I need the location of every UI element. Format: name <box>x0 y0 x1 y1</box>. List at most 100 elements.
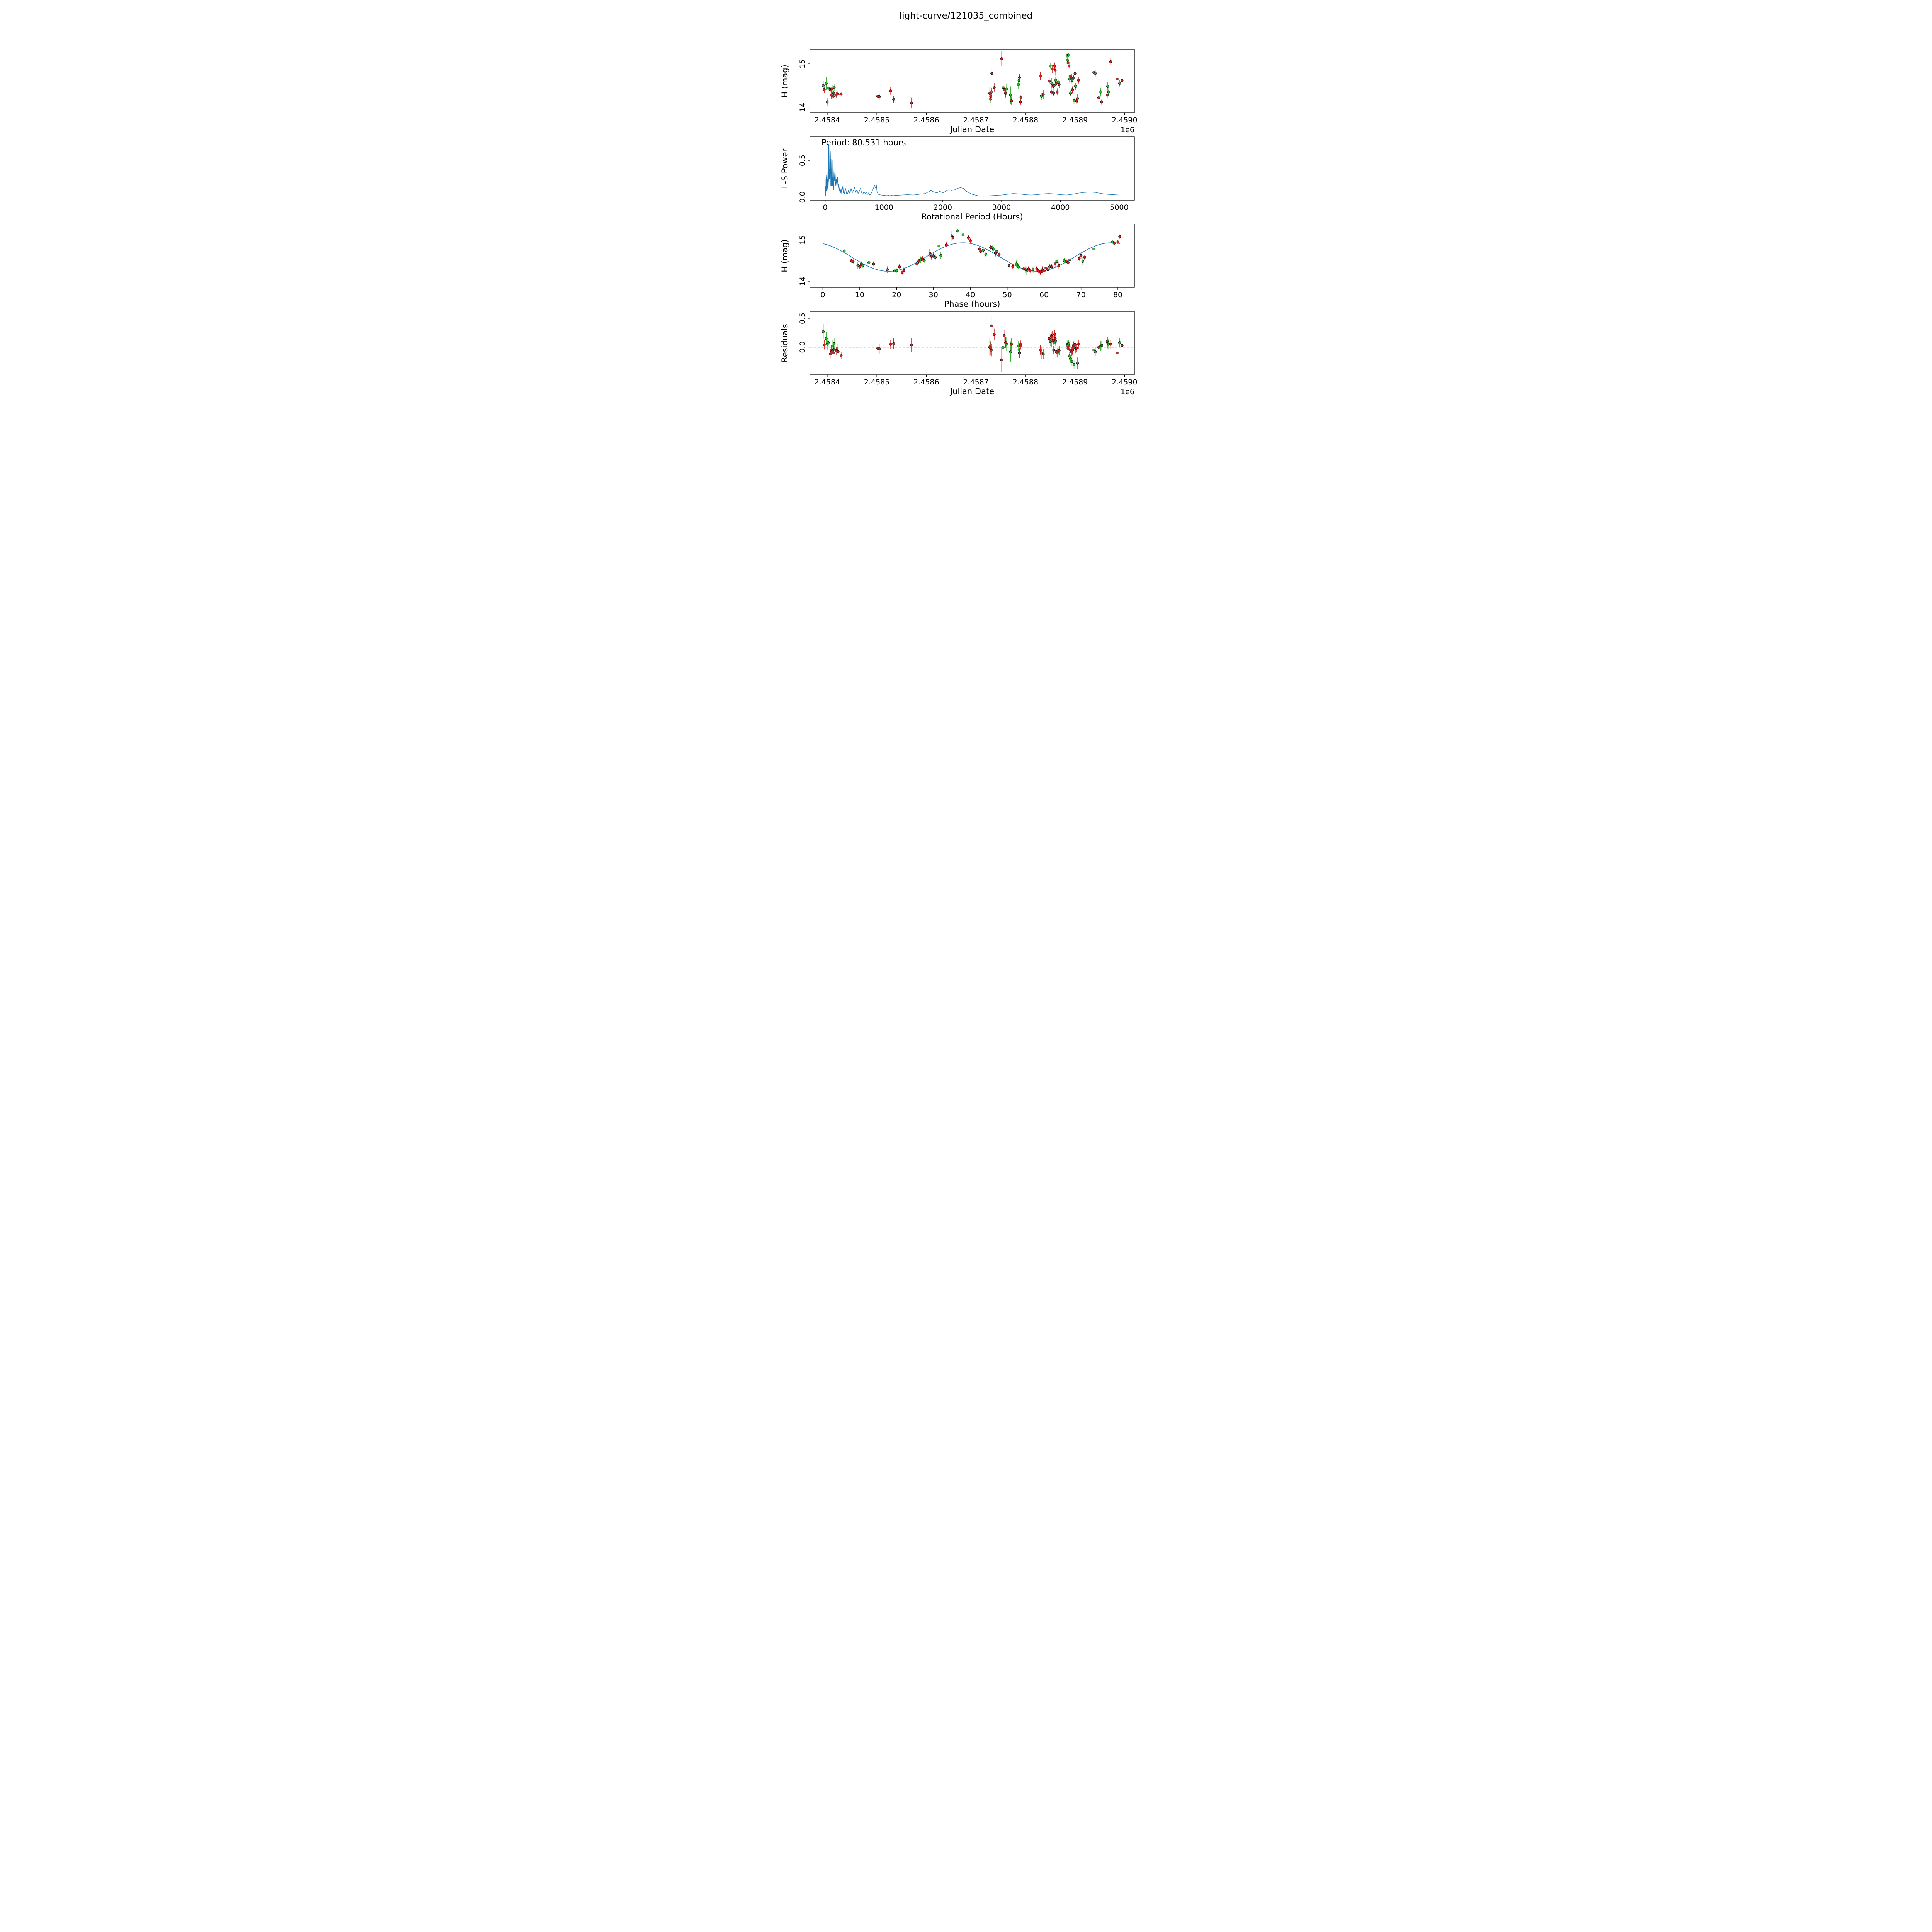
green-band-point <box>1069 357 1072 360</box>
red-band-point <box>1097 96 1100 99</box>
red-band-point <box>1003 88 1006 92</box>
red-band-point <box>1052 338 1055 342</box>
x-tick-label: 2.4586 <box>913 116 939 124</box>
red-band-point <box>994 252 997 255</box>
green-band-point <box>1069 92 1072 95</box>
red-band-point <box>1078 257 1081 260</box>
red-band-point <box>1077 79 1080 82</box>
red-band-point <box>1054 337 1057 340</box>
red-band-point <box>1077 343 1080 346</box>
red-band-point <box>1035 267 1038 270</box>
red-band-point <box>1004 92 1007 95</box>
green-band-point <box>827 87 830 90</box>
red-band-point <box>889 89 892 92</box>
red-band-point <box>1068 344 1071 348</box>
y-tick-label: 15 <box>798 235 807 245</box>
red-band-point <box>1029 269 1032 272</box>
green-band-point <box>1118 82 1121 85</box>
x-tick-label: 30 <box>929 291 938 299</box>
lightcurve-ylabel: H (mag) <box>780 65 789 98</box>
red-band-point <box>1116 240 1119 243</box>
red-band-point <box>1042 352 1045 355</box>
y-tick-label: 0.5 <box>798 155 807 166</box>
red-band-point <box>832 351 835 354</box>
lightcurve-axes: 2.4584 2.4585 2.4586 2.4587 2.4588 2.4589 2.45… <box>780 49 1138 134</box>
green-band-point <box>1031 268 1035 271</box>
red-band-point <box>889 343 892 346</box>
red-band-point <box>832 348 835 351</box>
red-band-point <box>832 92 835 95</box>
x-tick-label: 4000 <box>1051 203 1070 212</box>
red-band-point <box>1011 265 1014 269</box>
red-band-point <box>1053 65 1056 68</box>
red-band-point <box>1072 76 1075 79</box>
red-band-point <box>1121 79 1124 82</box>
green-band-point <box>827 341 830 344</box>
red-band-point <box>1042 93 1045 96</box>
green-band-point <box>923 259 926 262</box>
red-band-point <box>1073 343 1077 346</box>
green-band-point <box>934 256 937 259</box>
green-band-point <box>1081 260 1084 263</box>
y-tick-label: 0.0 <box>798 341 807 353</box>
red-band-point <box>945 243 948 247</box>
x-tick-label: 2.4584 <box>815 378 840 386</box>
x-tick-label: 2.4585 <box>864 378 889 386</box>
green-band-point <box>1055 260 1059 263</box>
x-tick-label: 40 <box>966 291 975 299</box>
periodogram-xlabel: Rotational Period (Hours) <box>921 212 1023 221</box>
red-band-point <box>860 262 863 265</box>
lightcurve-plot-area <box>822 51 1124 108</box>
red-band-point <box>1003 334 1006 337</box>
green-band-point <box>826 100 829 104</box>
red-band-point <box>1075 99 1078 102</box>
periodogram-axes: 0 1000 2000 3000 4000 5000 0.0 0.5 Rotational Pe… <box>780 136 1135 221</box>
red-band-point <box>1105 340 1109 343</box>
red-band-series <box>823 315 1124 373</box>
red-band-series <box>850 231 1121 275</box>
lightcurve-xlabel: Julian Date <box>949 125 994 134</box>
red-band-point <box>1066 61 1070 65</box>
red-band-point <box>1051 67 1054 71</box>
y-tick-label: 0.0 <box>798 191 807 203</box>
red-band-point <box>1116 77 1119 80</box>
periodogram-line <box>825 139 1119 197</box>
x-tick-label: 2.4588 <box>1013 116 1038 124</box>
red-band-series <box>823 51 1124 108</box>
red-band-point <box>1039 74 1042 78</box>
axes-border <box>810 136 1135 201</box>
red-band-point <box>1105 94 1109 97</box>
red-band-point <box>840 93 843 96</box>
green-band-series <box>822 53 1121 106</box>
x-tick-label: 2.4590 <box>1112 378 1137 386</box>
red-band-point <box>1019 96 1022 99</box>
x-tick-label: 2.4589 <box>1062 116 1088 124</box>
x-tick-label: 0 <box>820 291 825 299</box>
green-band-point <box>843 250 846 253</box>
red-band-point <box>921 257 924 260</box>
red-band-point <box>832 95 835 98</box>
red-band-point <box>898 265 901 269</box>
green-band-point <box>984 253 987 256</box>
red-band-point <box>1007 264 1011 267</box>
light-curve-figure: light-curve/121035_combined 2.4584 2.4585… <box>757 0 1175 417</box>
red-band-point <box>979 250 982 253</box>
red-band-point <box>1000 57 1003 60</box>
green-band-point <box>1017 265 1020 269</box>
red-band-point <box>830 94 833 97</box>
red-band-point <box>1052 85 1055 88</box>
residuals-ylabel: Residuals <box>780 324 789 362</box>
red-band-point <box>1048 80 1051 83</box>
red-band-point <box>1010 343 1013 346</box>
residuals-plot-area <box>810 315 1134 373</box>
red-band-point <box>1054 82 1058 85</box>
green-band-point <box>822 84 825 87</box>
red-band-point <box>872 262 875 265</box>
red-band-point <box>1118 235 1121 238</box>
green-band-point <box>1017 349 1020 352</box>
red-band-point <box>1048 337 1051 340</box>
red-band-point <box>1018 76 1021 79</box>
green-band-point <box>1067 54 1070 57</box>
green-band-point <box>1040 95 1043 98</box>
phased-axes: 0 10 20 30 40 50 60 70 80 14 15 Phase (hours) H (mag… <box>780 224 1135 308</box>
